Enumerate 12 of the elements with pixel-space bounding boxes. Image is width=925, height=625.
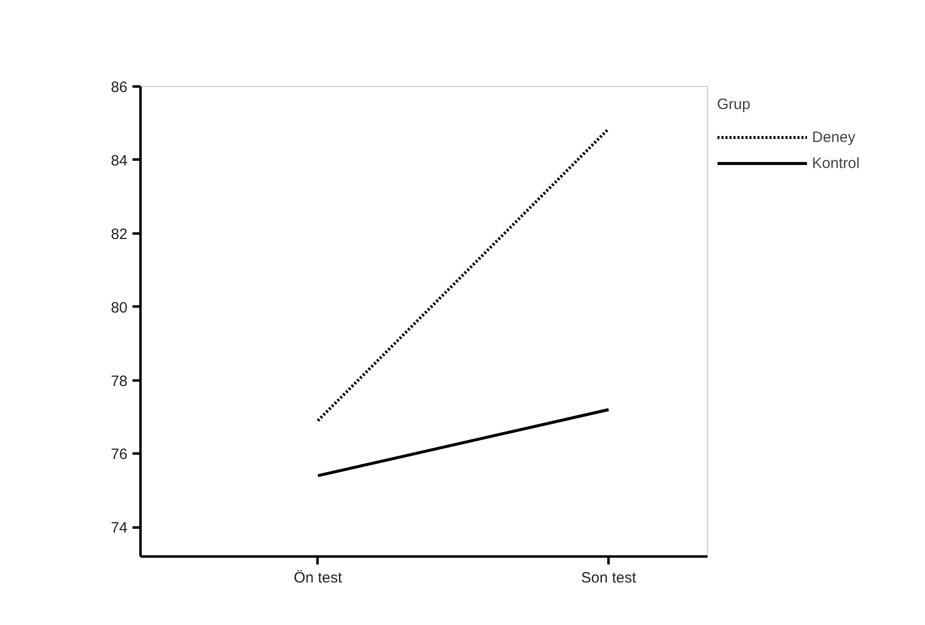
text: Deney <box>812 128 856 146</box>
y-tick-label: 82 <box>110 226 128 243</box>
y-tick-label: 78 <box>110 372 128 390</box>
y-tick-label: 84 <box>110 152 128 170</box>
x-tick-label: Ön test <box>294 570 343 586</box>
y-tick-label: 76 <box>110 446 128 464</box>
text: Kontrol <box>812 154 860 172</box>
y-tick-label: 80 <box>110 299 128 316</box>
y-tick-label: 74 <box>110 520 128 537</box>
x-tick-label: Son test <box>581 570 637 586</box>
legend-title: Grup <box>717 96 752 113</box>
y-tick-label: 86 <box>110 79 128 96</box>
